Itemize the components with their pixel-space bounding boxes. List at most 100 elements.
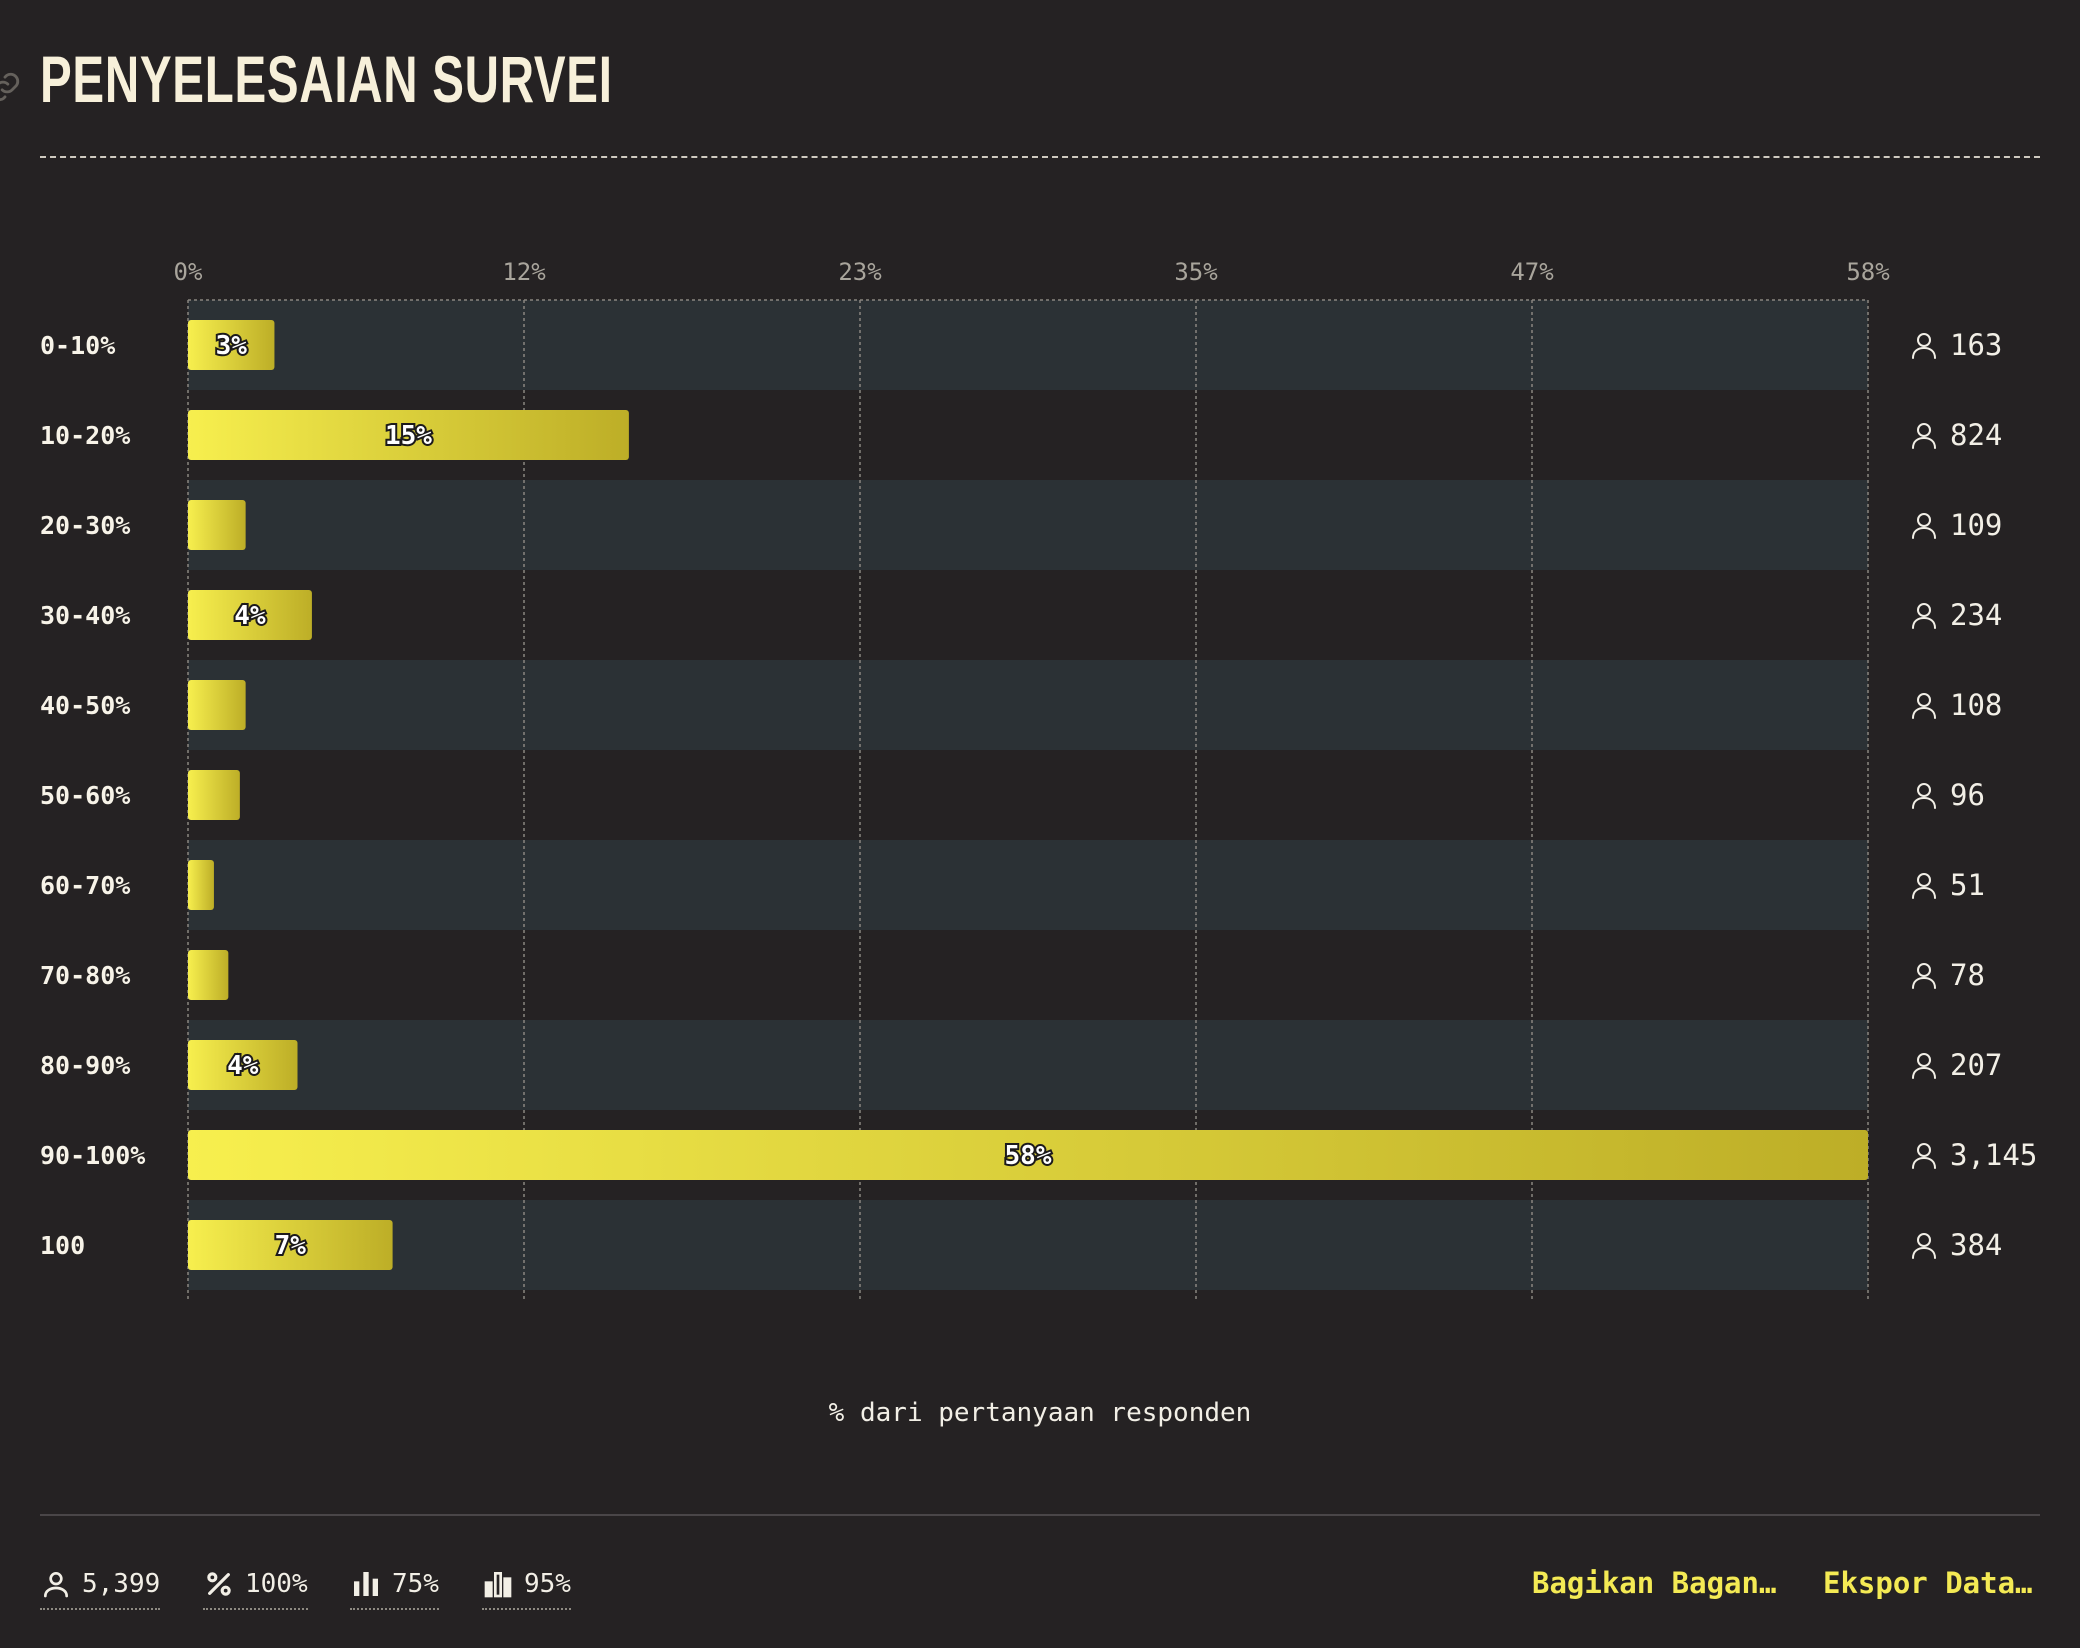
person-icon <box>1912 1053 1936 1079</box>
person-icon-head <box>1917 783 1931 797</box>
title-divider <box>40 156 2040 158</box>
row-band <box>188 1200 1868 1290</box>
row-band <box>188 840 1868 930</box>
x-axis-title: % dari pertanyaan responden <box>828 1398 1252 1428</box>
bar <box>188 1220 393 1270</box>
person-icon-body <box>1912 796 1936 809</box>
category-label: 70-80% <box>40 961 130 990</box>
x-tick-label-top: 0% <box>174 258 203 286</box>
bar-value-label: 15% <box>385 421 432 451</box>
percent-icon <box>207 1572 231 1596</box>
bar-value-label: 4% <box>227 1051 259 1081</box>
person-icon <box>1912 783 1936 809</box>
person-icon-head <box>1917 963 1931 977</box>
person-icon-head <box>1917 1053 1931 1067</box>
respondent-count: 51 <box>1950 868 1985 902</box>
x-tick-label-top: 47% <box>1510 258 1554 286</box>
person-icon-head <box>1917 873 1931 887</box>
bar <box>188 950 229 1000</box>
footer-divider <box>40 1514 2040 1516</box>
person-icon <box>44 1572 68 1598</box>
x-tick-label-top: 58% <box>1846 258 1890 286</box>
person-icon-head <box>1917 333 1931 347</box>
respondent-count: 109 <box>1950 508 2002 542</box>
category-label: 20-30% <box>40 511 130 540</box>
person-icon-body <box>1912 706 1936 719</box>
category-label: 80-90% <box>40 1051 130 1080</box>
row-band <box>188 300 1868 390</box>
row-band <box>188 660 1868 750</box>
bar <box>188 860 214 910</box>
respondent-count: 207 <box>1950 1048 2002 1082</box>
bar <box>188 320 275 370</box>
person-icon <box>1912 693 1936 719</box>
person-icon <box>1912 513 1936 539</box>
person-icon-body <box>1912 346 1936 359</box>
respondent-count: 96 <box>1950 778 1985 812</box>
export-data-button[interactable]: Ekspor Data… <box>1823 1566 2033 1600</box>
person-icon-head <box>1917 693 1931 707</box>
bar-value-label: 3% <box>216 331 248 361</box>
person-icon-body <box>1912 1066 1936 1079</box>
bar <box>188 1130 1868 1180</box>
bar <box>188 1040 298 1090</box>
category-label: 100 <box>40 1231 85 1260</box>
person-icon <box>1912 603 1936 629</box>
person-icon-head <box>1917 1143 1931 1157</box>
person-icon-head <box>1917 423 1931 437</box>
category-label: 40-50% <box>40 691 130 720</box>
respondent-count: 3,145 <box>1950 1138 2037 1172</box>
person-icon <box>1912 423 1936 449</box>
person-icon-head <box>1917 603 1931 617</box>
person-icon-head <box>1917 1233 1931 1247</box>
person-icon-body <box>1912 886 1936 899</box>
person-icon <box>1912 873 1936 899</box>
bar-stat-75[interactable]: 75% <box>350 1562 439 1610</box>
bar-chart: 0%0%12%12%23%23%35%35%47%47%58%58% 0-10%… <box>40 258 2037 1300</box>
person-icon-head <box>1917 513 1931 527</box>
category-label: 90-100% <box>40 1141 145 1170</box>
link-icon[interactable] <box>0 70 22 104</box>
x-tick-label-top: 23% <box>838 258 882 286</box>
respondent-count: 234 <box>1950 598 2002 632</box>
category-label: 50-60% <box>40 781 130 810</box>
bar <box>188 590 312 640</box>
share-chart-button[interactable]: Bagikan Bagan… <box>1532 1566 1777 1600</box>
person-icon-body <box>1912 436 1936 449</box>
bar <box>188 680 246 730</box>
person-icon-body <box>1912 1246 1936 1259</box>
percent-stat[interactable]: 100% <box>203 1562 308 1610</box>
respondent-count: 108 <box>1950 688 2002 722</box>
total-respondents-stat[interactable]: 5,399 <box>40 1562 161 1610</box>
bar <box>188 410 629 460</box>
category-label: 60-70% <box>40 871 130 900</box>
respondent-count: 824 <box>1950 418 2002 452</box>
row-band <box>188 1020 1868 1110</box>
x-tick-label-top: 35% <box>1174 258 1218 286</box>
person-icon <box>1912 333 1936 359</box>
bar-chart-outline-icon <box>484 1572 512 1598</box>
person-icon-body <box>1912 976 1936 989</box>
person-icon <box>1912 963 1936 989</box>
person-icon-body <box>1912 1156 1936 1169</box>
person-icon-body <box>1912 616 1936 629</box>
bar-value-label: 4% <box>234 601 266 631</box>
person-icon <box>1912 1233 1936 1259</box>
bar <box>188 500 246 550</box>
respondent-count: 163 <box>1950 328 2002 362</box>
respondent-count: 78 <box>1950 958 1985 992</box>
person-icon-body <box>1912 526 1936 539</box>
bar-stat-75-value: 75% <box>392 1569 439 1599</box>
bar-value-label: 58% <box>1005 1141 1052 1171</box>
row-band <box>188 480 1868 570</box>
bar <box>188 770 240 820</box>
bar-value-label: 7% <box>275 1231 307 1261</box>
person-icon <box>1912 1143 1936 1169</box>
category-label: 0-10% <box>40 331 115 360</box>
chart-title: PENYELESAIAN SURVEI <box>40 42 613 116</box>
category-label: 10-20% <box>40 421 130 450</box>
bar-stat-95[interactable]: 95% <box>482 1562 571 1610</box>
bar-chart-icon <box>354 1572 378 1596</box>
bar-stat-95-value: 95% <box>524 1569 571 1599</box>
respondent-count: 384 <box>1950 1228 2002 1262</box>
